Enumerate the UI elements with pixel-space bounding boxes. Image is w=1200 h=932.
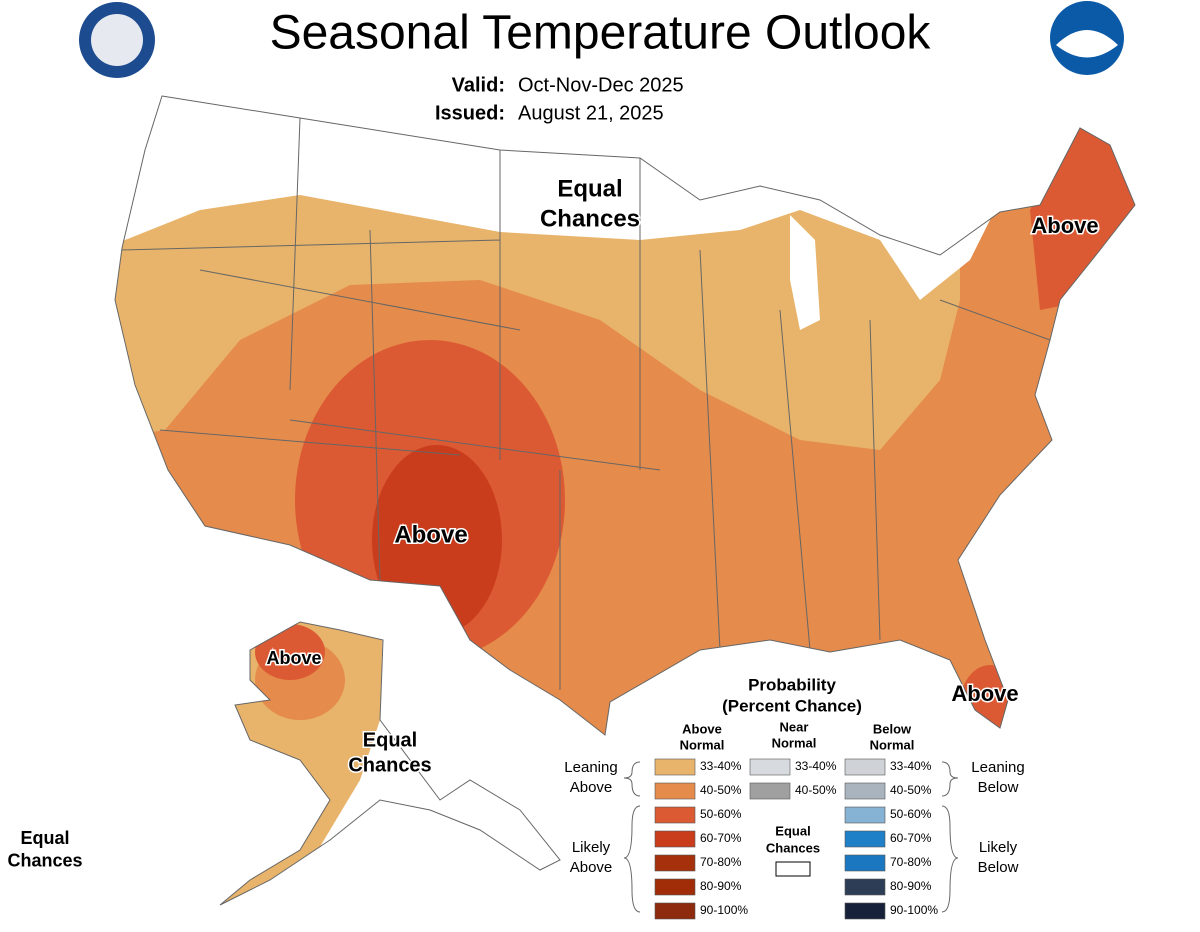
legend-swatch — [844, 854, 886, 872]
legend-column-header: Normal — [680, 737, 725, 752]
map-label: Equal — [557, 175, 622, 202]
legend-item-label: 33-40% — [795, 759, 837, 773]
legend-column-header: Normal — [772, 735, 817, 750]
legend-swatch — [749, 758, 791, 776]
legend-side-label: Below — [978, 859, 1019, 876]
legend-item-label: 60-70% — [890, 831, 932, 845]
valid: Oct-Nov-Dec 2025 — [518, 74, 684, 96]
legend-swatch — [844, 830, 886, 848]
legend-swatch — [844, 806, 886, 824]
map-label: Chances — [348, 754, 431, 776]
legend-side-label: Above — [570, 779, 613, 796]
legend-title: (Percent Chance) — [722, 696, 862, 715]
doc-seal-center — [91, 14, 143, 66]
ak-50-60 — [255, 624, 325, 680]
equal-chances-swatch — [775, 861, 811, 877]
map-label: Above — [951, 681, 1018, 706]
legend-side-label: Below — [978, 779, 1019, 796]
brace-left — [623, 761, 641, 913]
map-label: Chances — [540, 205, 640, 232]
legend-side-label: Above — [570, 859, 613, 876]
legend-side-label: Leaning — [564, 759, 617, 776]
legend-side-label: Leaning — [971, 759, 1024, 776]
alaska-outline — [219, 621, 561, 906]
legend-swatch — [654, 782, 696, 800]
legend-title: Probability — [748, 675, 836, 694]
map-label: Above — [266, 648, 321, 668]
legend-swatch — [654, 878, 696, 896]
legend-item-label: 40-50% — [700, 783, 742, 797]
legend-item-label: 70-80% — [890, 855, 932, 869]
legend-column-header: Normal — [870, 737, 915, 752]
us-outline — [114, 95, 1136, 736]
legend-equal-chances: Equal — [775, 823, 810, 838]
legend-item-label: 90-100% — [890, 903, 938, 917]
legend-column-header: Above — [682, 721, 722, 736]
legend-swatch — [654, 830, 696, 848]
legend-item-label: 80-90% — [700, 879, 742, 893]
legend-swatch — [654, 806, 696, 824]
legend-side-label: Likely — [572, 839, 611, 856]
legend-swatch — [844, 758, 886, 776]
legend-side-label: Likely — [979, 839, 1018, 856]
legend-item-label: 40-50% — [795, 783, 837, 797]
map-label: Equal — [363, 729, 417, 751]
legend-item-label: 70-80% — [700, 855, 742, 869]
map-label: Above — [1031, 213, 1098, 238]
map-label: Above — [394, 521, 467, 548]
legend-swatch — [654, 902, 696, 920]
legend-item-label: 40-50% — [890, 783, 932, 797]
title: Seasonal Temperature Outlook — [270, 7, 932, 60]
legend-swatch — [844, 902, 886, 920]
legend-item-label: 50-60% — [890, 807, 932, 821]
map-label: Equal — [20, 828, 69, 848]
legend-swatch — [654, 758, 696, 776]
legend-swatch — [844, 782, 886, 800]
brace-right — [941, 761, 959, 913]
legend-swatch — [654, 854, 696, 872]
issued: August 21, 2025 — [518, 102, 664, 124]
valid-label: Valid: — [452, 74, 505, 96]
issued-label: Issued: — [435, 102, 505, 124]
noaa-logo-bird — [1056, 30, 1118, 58]
state-borders — [119, 117, 1051, 690]
legend-item-label: 90-100% — [700, 903, 748, 917]
legend-item-label: 33-40% — [890, 759, 932, 773]
legend-column-header: Near — [780, 719, 809, 734]
lake — [790, 215, 820, 330]
legend-column-header: Below — [873, 721, 912, 736]
legend-swatch — [749, 782, 791, 800]
legend-swatch — [844, 878, 886, 896]
map-label: Chances — [7, 850, 82, 870]
legend-item-label: 60-70% — [700, 831, 742, 845]
legend-item-label: 33-40% — [700, 759, 742, 773]
legend-equal-chances: Chances — [766, 840, 820, 855]
legend-item-label: 80-90% — [890, 879, 932, 893]
legend-item-label: 50-60% — [700, 807, 742, 821]
